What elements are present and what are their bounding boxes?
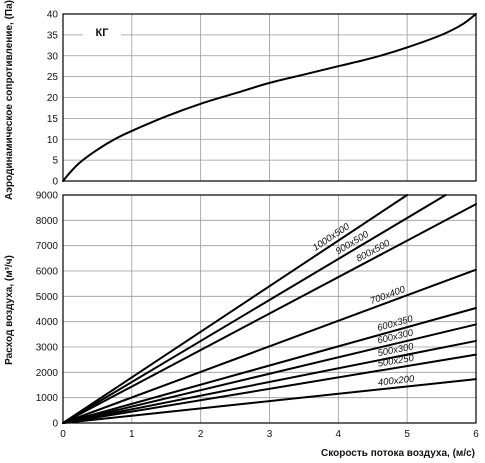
top-plot-frame (62, 13, 477, 182)
annotation-badge-background (83, 24, 121, 40)
y-tick-label: 30 (47, 51, 59, 62)
series-line-600x350 (62, 306, 477, 424)
x-tick-label: 6 (473, 429, 479, 440)
series-line-800x500 (62, 203, 477, 424)
top-y-tick-labels: 0 5 10 15 20 25 30 35 40 (47, 10, 59, 188)
y-tick-label: 25 (47, 72, 59, 83)
y-tick-label: 4000 (36, 317, 59, 328)
y-tick-label: 3000 (36, 343, 59, 354)
annotation-badge: КГ (96, 27, 110, 39)
y-tick-label: 20 (47, 93, 59, 104)
y-tick-label: 40 (47, 10, 59, 21)
series-line-400x200 (62, 378, 477, 424)
x-tick-labels: 0 1 2 3 4 5 6 (60, 429, 479, 440)
series-line-700x400 (62, 268, 477, 424)
top-grid (62, 13, 477, 182)
y-tick-label: 0 (52, 419, 58, 430)
series-line-500x300 (62, 339, 477, 424)
x-axis-title: Скорость потока воздуха, (м/с) (321, 448, 475, 459)
x-tick-label: 3 (267, 429, 273, 440)
y-tick-label: 0 (52, 177, 58, 188)
series-label-700x400: 700x400 (369, 284, 408, 307)
x-tick-label: 1 (129, 429, 135, 440)
y-tick-label: 5000 (36, 292, 59, 303)
y-tick-label: 8000 (36, 216, 59, 227)
series-line-600x300 (62, 323, 477, 424)
y-tick-label: 9000 (36, 191, 59, 202)
x-tick-label: 5 (404, 429, 410, 440)
top-y-axis-title: Аэродинамическое сопротивление, (Па) (4, 0, 15, 200)
y-tick-label: 15 (47, 114, 59, 125)
y-tick-label: 6000 (36, 267, 59, 278)
bottom-series (62, 194, 477, 424)
bottom-grid (62, 194, 477, 424)
y-tick-label: 5 (52, 156, 58, 167)
x-tick-label: 0 (60, 429, 66, 440)
top-series (62, 13, 477, 182)
bottom-y-axis-title: Расход воздуха, (м³/ч) (4, 255, 15, 365)
y-tick-label: 1000 (36, 393, 59, 404)
x-tick-label: 4 (336, 429, 342, 440)
series-line-500x250 (62, 353, 477, 424)
series-line-900x500 (62, 194, 447, 424)
bottom-y-tick-labels: 0 1000 2000 3000 4000 5000 6000 7000 8000 9000 (36, 191, 59, 430)
series-label-400x200: 400x200 (377, 374, 415, 389)
y-tick-label: 10 (47, 135, 59, 146)
series-line-1000x500 (62, 194, 409, 424)
y-tick-label: 7000 (36, 241, 59, 252)
y-tick-label: 2000 (36, 368, 59, 379)
x-tick-label: 2 (198, 429, 204, 440)
y-tick-label: 35 (47, 30, 59, 41)
resistance-curve (62, 13, 477, 182)
